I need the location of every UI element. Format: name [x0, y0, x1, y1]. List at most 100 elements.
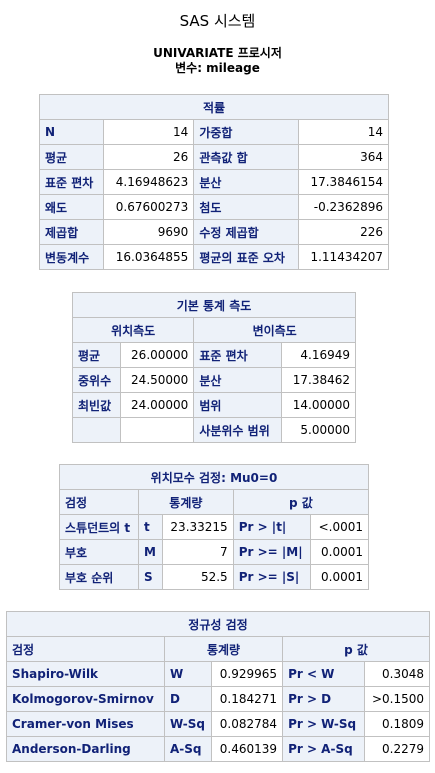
table-cell: <.0001 — [311, 515, 368, 539]
table-cell: 226 — [298, 220, 388, 244]
row-label: D — [165, 687, 212, 711]
table-row: Shapiro-Wilk W 0.929965 Pr < W 0.3048 — [7, 662, 429, 686]
table-cell: 4.16948623 — [104, 170, 194, 194]
table-row: 제곱합 9690 수정 제곱합 226 — [40, 220, 388, 244]
row-label: 분산 — [194, 170, 298, 194]
table-cell: 26 — [104, 145, 194, 169]
row-label: 중위수 — [73, 368, 120, 392]
moments-caption: 적률 — [40, 95, 388, 119]
row-label: 평균의 표준 오차 — [194, 245, 298, 269]
row-label: 스튜던트의 t — [60, 515, 139, 539]
col-header-p-value: p 값 — [233, 490, 368, 514]
row-label: Pr > W-Sq — [283, 712, 364, 736]
table-cell: 14 — [298, 120, 388, 144]
row-label: Pr > D — [283, 687, 364, 711]
row-label: t — [139, 515, 162, 539]
table-row: 사분위수 범위 5.00000 — [73, 418, 355, 442]
table-cell — [120, 418, 194, 442]
table-cell: 14 — [104, 120, 194, 144]
row-label: 가중합 — [194, 120, 298, 144]
col-header-test: 검정 — [7, 637, 165, 661]
table-cell: 0.67600273 — [104, 195, 194, 219]
row-label: W — [165, 662, 212, 686]
table-cell: 364 — [298, 145, 388, 169]
row-label: Pr > A-Sq — [283, 737, 364, 761]
row-label: 사분위수 범위 — [194, 418, 282, 442]
variability-measures-header: 변이측도 — [194, 318, 355, 342]
table-row: Anderson-Darling A-Sq 0.460139 Pr > A-Sq 0.2… — [7, 737, 429, 761]
table-cell: 26.00000 — [120, 343, 194, 367]
table-cell: >0.1500 — [364, 687, 429, 711]
row-label: 제곱합 — [40, 220, 104, 244]
location-tests-table: 위치모수 검정: Mu0=0 검정 통계량 p 값 스튜던트의 t t 23.332… — [59, 464, 369, 590]
table-cell: 0.2279 — [364, 737, 429, 761]
table-cell: 52.5 — [162, 565, 233, 589]
table-cell: 1.11434207 — [298, 245, 388, 269]
row-label: Pr >= |S| — [233, 565, 311, 589]
variable-title: 변수: mileage — [175, 61, 260, 75]
table-cell: 9690 — [104, 220, 194, 244]
table-row: 평균 26 관측값 합 364 — [40, 145, 388, 169]
table-cell: 4.16949 — [282, 343, 355, 367]
row-label: W-Sq — [165, 712, 212, 736]
table-cell: 0.929965 — [212, 662, 283, 686]
row-label: Shapiro-Wilk — [7, 662, 165, 686]
row-label — [73, 418, 120, 442]
col-header-p-value: p 값 — [283, 637, 429, 661]
row-label: N — [40, 120, 104, 144]
table-row: 부호 M 7 Pr >= |M| 0.0001 — [60, 540, 368, 564]
row-label: Pr < W — [283, 662, 364, 686]
normality-tests-table: 정규성 검정 검정 통계량 p 값 Shapiro-Wilk W 0.929965 P… — [6, 611, 430, 762]
row-label: 분산 — [194, 368, 282, 392]
table-cell: -0.2362896 — [298, 195, 388, 219]
col-header-test: 검정 — [60, 490, 139, 514]
row-label: M — [139, 540, 162, 564]
table-row: 표준 편차 4.16948623 분산 17.3846154 — [40, 170, 388, 194]
row-label: Kolmogorov-Smirnov — [7, 687, 165, 711]
row-label: 표준 편차 — [194, 343, 282, 367]
table-row: 변동계수 16.0364855 평균의 표준 오차 1.11434207 — [40, 245, 388, 269]
table-row: 스튜던트의 t t 23.33215 Pr > |t| <.0001 — [60, 515, 368, 539]
row-label: 범위 — [194, 393, 282, 417]
table-cell: 5.00000 — [282, 418, 355, 442]
col-header-statistic: 통계량 — [165, 637, 283, 661]
row-label: Anderson-Darling — [7, 737, 165, 761]
procedure-title: UNIVARIATE 프로시저 — [153, 46, 282, 60]
row-label: 평균 — [40, 145, 104, 169]
row-label: 최빈값 — [73, 393, 120, 417]
row-label: 표준 편차 — [40, 170, 104, 194]
table-row: 중위수 24.50000 분산 17.38462 — [73, 368, 355, 392]
table-cell: 24.00000 — [120, 393, 194, 417]
table-row: Cramer-von Mises W-Sq 0.082784 Pr > W-Sq 0.1… — [7, 712, 429, 736]
row-label: A-Sq — [165, 737, 212, 761]
row-label: 왜도 — [40, 195, 104, 219]
table-cell: 17.38462 — [282, 368, 355, 392]
row-label: 변동계수 — [40, 245, 104, 269]
table-row: 최빈값 24.00000 범위 14.00000 — [73, 393, 355, 417]
table-row: 부호 순위 S 52.5 Pr >= |S| 0.0001 — [60, 565, 368, 589]
normality-tests-caption: 정규성 검정 — [7, 612, 429, 636]
row-label: 평균 — [73, 343, 120, 367]
basic-stats-caption: 기본 통계 측도 — [73, 293, 355, 317]
table-row: N 14 가중합 14 — [40, 120, 388, 144]
col-header-statistic: 통계량 — [139, 490, 233, 514]
row-label: Cramer-von Mises — [7, 712, 165, 736]
table-cell: 24.50000 — [120, 368, 194, 392]
table-cell: 0.0001 — [311, 540, 368, 564]
table-cell: 17.3846154 — [298, 170, 388, 194]
table-cell: 0.1809 — [364, 712, 429, 736]
location-tests-caption: 위치모수 검정: Mu0=0 — [60, 465, 368, 489]
table-cell: 14.00000 — [282, 393, 355, 417]
table-cell: 16.0364855 — [104, 245, 194, 269]
table-cell: 0.082784 — [212, 712, 283, 736]
table-cell: 7 — [162, 540, 233, 564]
system-title: SAS 시스템 — [179, 12, 256, 30]
table-cell: 0.460139 — [212, 737, 283, 761]
row-label: 부호 — [60, 540, 139, 564]
row-label: 첨도 — [194, 195, 298, 219]
table-cell: 0.3048 — [364, 662, 429, 686]
table-row: 평균 26.00000 표준 편차 4.16949 — [73, 343, 355, 367]
location-measures-header: 위치측도 — [73, 318, 194, 342]
row-label: Pr > |t| — [233, 515, 311, 539]
row-label: S — [139, 565, 162, 589]
